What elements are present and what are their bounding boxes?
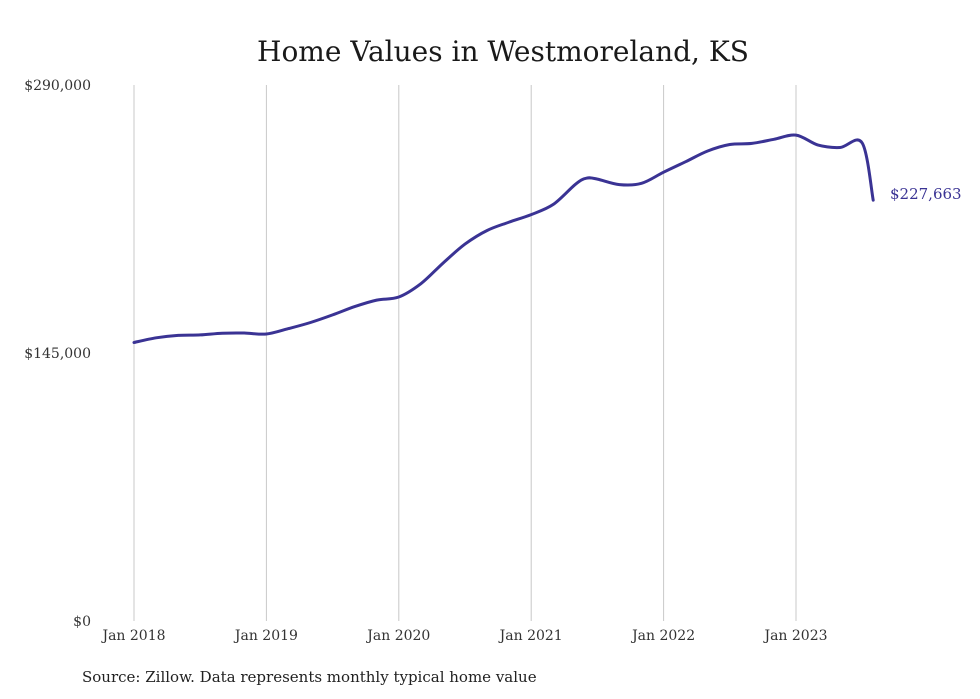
x-tick-label: Jan 2022	[630, 628, 695, 644]
y-tick-label: $145,000	[24, 346, 91, 362]
series-line-home-value	[132, 133, 875, 344]
y-tick-label: $290,000	[24, 78, 91, 94]
x-tick-label: Jan 2019	[233, 628, 298, 644]
x-axis-ticks: Jan 2018 Jan 2019 Jan 2020 Jan 2021 Jan 2022…	[100, 628, 827, 644]
y-axis-ticks: $0 $145,000 $290,000	[24, 78, 91, 630]
y-tick-label: $0	[73, 614, 91, 630]
source-note: Source: Zillow. Data represents monthly …	[82, 668, 537, 686]
x-tick-label: Jan 2020	[365, 628, 430, 644]
x-tick-label: Jan 2023	[762, 628, 827, 644]
gridlines	[133, 85, 797, 621]
x-tick-label: Jan 2021	[498, 628, 563, 644]
x-tick-label: Jan 2018	[100, 628, 165, 644]
end-value-label: $227,663	[890, 185, 962, 203]
chart-title: Home Values in Westmoreland, KS	[257, 35, 749, 68]
